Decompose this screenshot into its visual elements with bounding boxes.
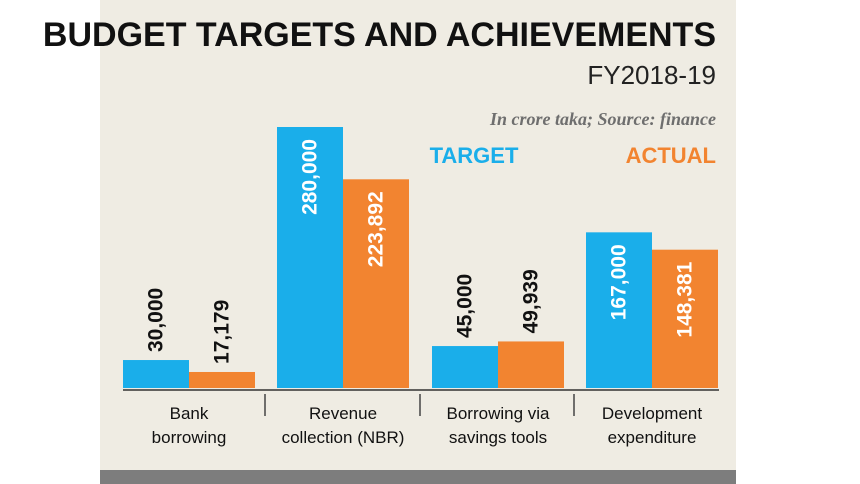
value-label-target-1: 280,000 (299, 139, 322, 215)
value-label-target-3: 167,000 (608, 244, 631, 320)
category-label-0-line-1: borrowing (152, 428, 227, 447)
categories-layer: Bank borrowing Revenue collection (NBR) Borr… (152, 394, 702, 447)
value-label-target-0: 30,000 (145, 288, 168, 352)
bar-target-3 (586, 232, 652, 388)
category-label-2-line-1: savings tools (449, 428, 547, 447)
chart-subtitle: FY2018-19 (587, 60, 716, 90)
value-label-actual-0: 17,179 (211, 300, 234, 364)
category-label-0-line-0: Bank (170, 404, 209, 423)
category-label-1-line-0: Revenue (309, 404, 377, 423)
bar-target-2 (432, 346, 498, 388)
bar-target-0 (123, 360, 189, 388)
legend-target: TARGET (430, 143, 519, 168)
category-label-3-line-0: Development (602, 404, 702, 423)
value-label-actual-2: 49,939 (520, 269, 543, 333)
bar-actual-1 (343, 179, 409, 388)
category-label-2-line-0: Borrowing via (447, 404, 551, 423)
bar-actual-0 (189, 371, 255, 388)
value-label-actual-3: 148,381 (674, 261, 697, 337)
category-label-1-line-1: collection (NBR) (282, 428, 405, 447)
category-label-3-line-1: expenditure (608, 428, 697, 447)
bars-layer: 30,000 17,179 280,000 223,892 45,000 49,939 16… (123, 127, 718, 388)
source-note: In crore taka; Source: finance (489, 109, 716, 129)
legend-actual: ACTUAL (626, 143, 716, 168)
footer-bar (100, 470, 736, 484)
chart-title: BUDGET TARGETS AND ACHIEVEMENTS (43, 16, 716, 54)
value-label-actual-1: 223,892 (365, 191, 388, 267)
value-label-target-2: 45,000 (454, 274, 477, 338)
bar-actual-3 (652, 249, 718, 388)
bar-actual-2 (498, 341, 564, 388)
bar-target-1 (277, 127, 343, 388)
